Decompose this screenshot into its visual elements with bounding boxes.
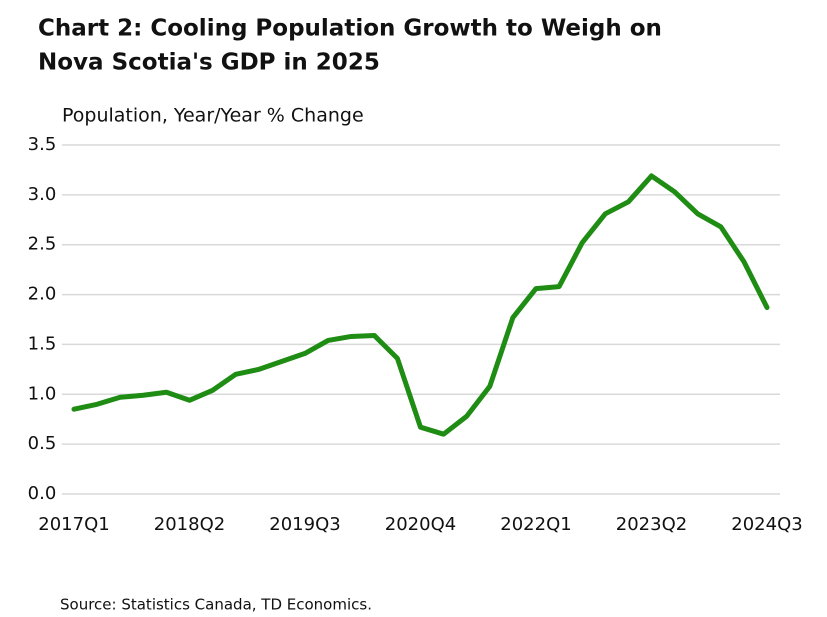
- y-tick-label: 1.5: [28, 333, 57, 354]
- x-tick-label: 2024Q3: [731, 514, 802, 535]
- data-line: [71, 173, 770, 437]
- x-tick-label: 2017Q1: [38, 514, 109, 535]
- y-tick-label: 0.0: [28, 483, 57, 504]
- x-tick-label: 2022Q1: [500, 514, 571, 535]
- chart-title: Chart 2: Cooling Population Growth to We…: [38, 16, 662, 42]
- source-note: Source: Statistics Canada, TD Economics.: [60, 596, 372, 614]
- y-tick-label: 2.5: [28, 234, 57, 255]
- x-tick-label: 2020Q4: [385, 514, 456, 535]
- y-tick-label: 1.0: [28, 383, 57, 404]
- x-tick-label: 2023Q2: [616, 514, 687, 535]
- y-tick-label: 3.5: [28, 134, 57, 155]
- chart-title: Nova Scotia's GDP in 2025: [38, 50, 380, 76]
- y-tick-label: 2.0: [28, 284, 57, 305]
- y-tick-label: 0.5: [28, 433, 57, 454]
- y-axis-title: Population, Year/Year % Change: [62, 105, 364, 127]
- x-tick-label: 2018Q2: [154, 514, 225, 535]
- x-tick-label: 2019Q3: [269, 514, 340, 535]
- y-tick-label: 3.0: [28, 184, 57, 205]
